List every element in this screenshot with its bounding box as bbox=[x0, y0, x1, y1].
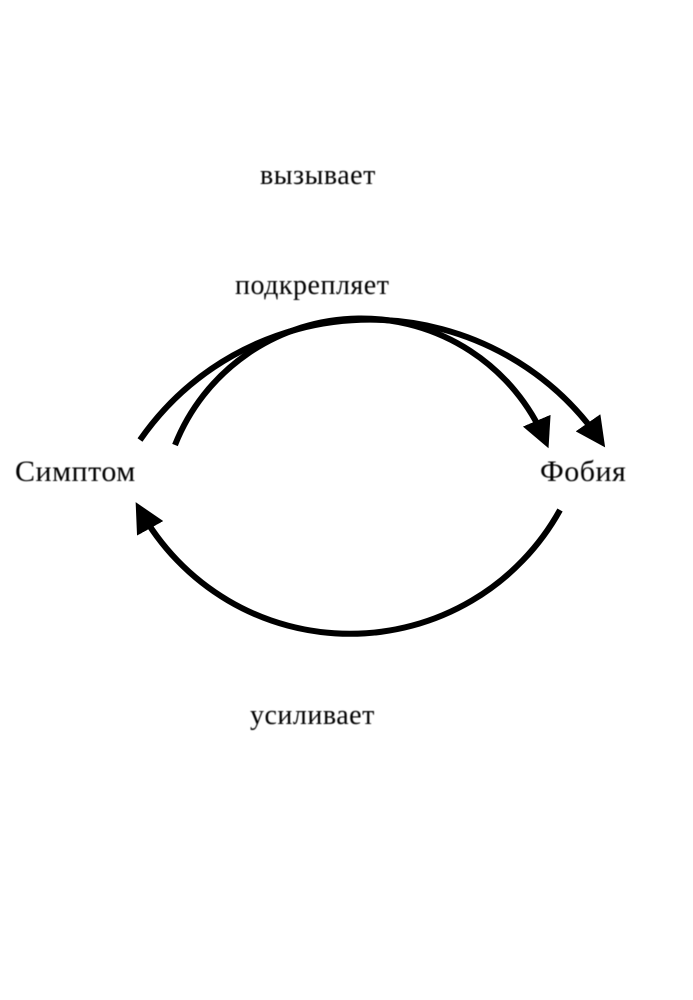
edge-inner-top bbox=[175, 318, 545, 445]
edge-bottom-label: усиливает bbox=[250, 700, 375, 732]
edge-bottom bbox=[140, 510, 560, 634]
diagram-svg bbox=[0, 0, 693, 1000]
edge-outer-top bbox=[140, 320, 600, 440]
cycle-diagram: Симптом Фобия вызывает подкрепляет усили… bbox=[0, 0, 693, 1000]
node-left-label: Симптом bbox=[15, 455, 136, 489]
edge-outer-top-label: вызывает bbox=[260, 160, 376, 192]
node-right-label: Фобия bbox=[540, 455, 626, 489]
edge-inner-top-label: подкрепляет bbox=[235, 270, 389, 302]
